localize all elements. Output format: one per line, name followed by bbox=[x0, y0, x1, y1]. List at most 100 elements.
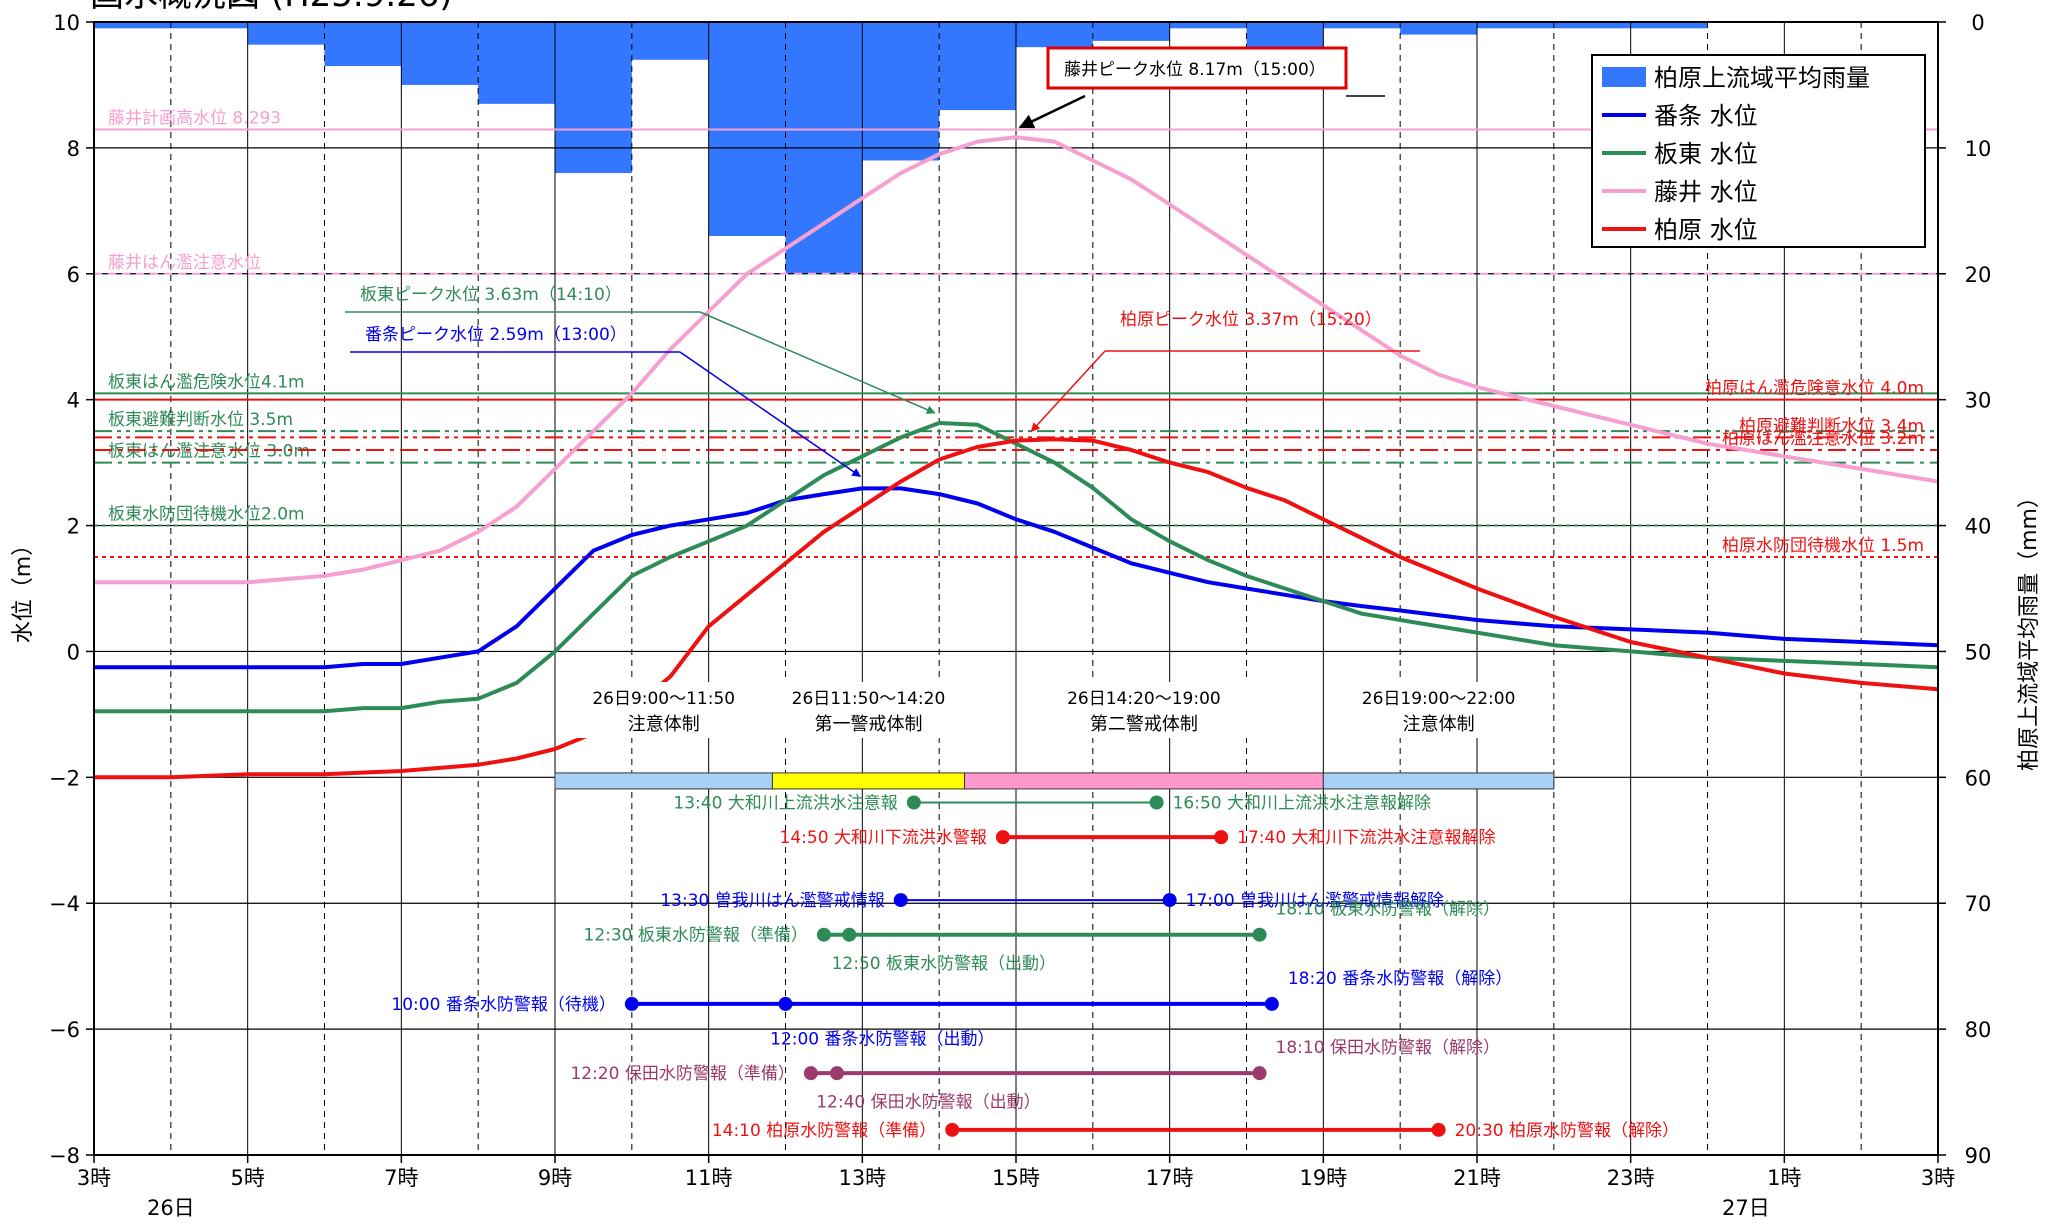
x-tick-label: 9時 bbox=[538, 1166, 572, 1190]
warning-end-label: 17:00 曽我川はん濫警戒情報解除 bbox=[1186, 891, 1444, 911]
peak-box bbox=[1046, 46, 1348, 90]
rainfall-bar bbox=[939, 22, 1016, 111]
legend-box bbox=[1591, 54, 1926, 248]
x-tick-label: 23時 bbox=[1607, 1166, 1655, 1190]
phase-bar bbox=[964, 772, 1324, 790]
y-right-tick-label: 50 bbox=[1965, 640, 1992, 664]
reference-line-label: 板東水防団待機水位2.0m bbox=[108, 505, 305, 525]
y-left-tick-label: 8 bbox=[67, 137, 80, 161]
warning-point bbox=[816, 927, 831, 942]
reference-line-label: 藤井はん濫注意水位 bbox=[108, 253, 261, 273]
warning-timelines: 13:40 大和川上流洪水注意報 16:50 大和川上流洪水注意報解除 14:50 … bbox=[391, 794, 1679, 1141]
y-right-tick-label: 10 bbox=[1965, 137, 1992, 161]
legend-label: 柏原 水位 bbox=[1654, 216, 1758, 244]
x-tick-label: 3時 bbox=[77, 1166, 111, 1190]
y-left-tick-label: 2 bbox=[67, 515, 80, 539]
warning-point bbox=[906, 795, 921, 810]
phase-time: 26日14:20〜19:00 bbox=[1067, 689, 1221, 709]
warning-point bbox=[829, 1066, 844, 1081]
legend-label: 柏原上流域平均雨量 bbox=[1654, 64, 1870, 92]
rainfall-bar bbox=[1016, 22, 1093, 48]
x-tick-label: 7時 bbox=[384, 1166, 418, 1190]
phase-bar bbox=[771, 772, 966, 790]
warning-point bbox=[945, 1122, 960, 1137]
reference-line-label: 板東はん濫危険水位4.1m bbox=[108, 372, 305, 392]
peak-arrow bbox=[679, 351, 862, 478]
phase-time: 26日19:00〜22:00 bbox=[1362, 689, 1516, 709]
warning-point bbox=[1149, 795, 1164, 810]
warning-extra-label: 12:50 板東水防警報（出動） bbox=[832, 954, 1056, 974]
phase-label-bg bbox=[1333, 682, 1544, 738]
warning-start-label: 12:20 保田水防警報（準備） bbox=[570, 1064, 794, 1084]
warning-point bbox=[778, 996, 793, 1011]
series-line-3 bbox=[94, 437, 1939, 780]
warning-end-label: 18:10 保田水防警報（解除） bbox=[1276, 1038, 1500, 1058]
peak-label: 柏原ピーク水位 3.37m（15:20） bbox=[1120, 310, 1382, 330]
warning-end-label: 18:20 番条水防警報（解除） bbox=[1288, 969, 1512, 989]
phase-name: 注意体制 bbox=[628, 714, 700, 735]
reference-line-label: 藤井計画高水位 8.293 bbox=[108, 108, 281, 128]
x-tick-label: 13時 bbox=[838, 1166, 886, 1190]
legend-label: 番条 水位 bbox=[1654, 102, 1758, 130]
phase-name: 第一警戒体制 bbox=[814, 714, 922, 735]
y-left-tick-label: 10 bbox=[53, 11, 80, 35]
y-left-tick-label: 6 bbox=[67, 263, 80, 287]
phase-label-bg bbox=[763, 682, 974, 738]
x-tick-label: 19時 bbox=[1299, 1166, 1347, 1190]
legend-label: 藤井 水位 bbox=[1654, 178, 1758, 206]
series-line-0 bbox=[94, 486, 1939, 670]
y-left-tick-label: 4 bbox=[67, 389, 80, 413]
warning-point bbox=[1252, 1066, 1267, 1081]
rainfall-bar bbox=[94, 22, 171, 29]
reference-line-label: 柏原はん濫危険意水位 4.0m bbox=[1705, 379, 1924, 399]
reference-line-label: 板東はん濫注意水位 3.0m bbox=[108, 442, 310, 462]
peak-arrow bbox=[699, 311, 936, 414]
warning-start-label: 13:40 大和川上流洪水注意報 bbox=[673, 794, 897, 814]
y-right-tick-label: 40 bbox=[1965, 515, 1992, 539]
series-line-1 bbox=[94, 421, 1939, 714]
phase-bar bbox=[554, 772, 773, 790]
peak-arrow bbox=[1030, 350, 1106, 432]
chart-title-fragment: 国水概況図 (H25.9.26) bbox=[90, 0, 453, 15]
x-tick-label: 17時 bbox=[1146, 1166, 1194, 1190]
reference-line-label: 柏原避難判断水位 3.4m bbox=[1739, 416, 1924, 436]
peak-label: 板東ピーク水位 3.63m（14:10） bbox=[360, 285, 622, 305]
warning-end-label: 20:30 柏原水防警報（解除） bbox=[1455, 1121, 1679, 1141]
y-right-tick-label: 60 bbox=[1965, 766, 1992, 790]
warning-extra-label: 12:00 番条水防警報（出動） bbox=[770, 1030, 994, 1050]
rainfall-bar bbox=[170, 22, 248, 29]
warning-end-label: 17:40 大和川下流洪水注意報解除 bbox=[1237, 828, 1495, 848]
y-right-tick-label: 70 bbox=[1965, 892, 1992, 916]
x-tick-label: 15時 bbox=[992, 1166, 1040, 1190]
warning-start-label: 14:50 大和川下流洪水警報 bbox=[780, 828, 987, 848]
rainfall-bar bbox=[555, 22, 632, 174]
rainfall-bar bbox=[631, 22, 709, 60]
reference-line-label: 板東避難判断水位 3.5m bbox=[108, 410, 293, 430]
rainfall-bar bbox=[247, 22, 325, 45]
peak-annotations: 藤井ピーク水位 8.17m（15:00） 板東ピーク水位 3.63m（14:10）… bbox=[345, 46, 1420, 478]
date-label: 26日 bbox=[147, 1196, 195, 1220]
warning-start-label: 10:00 番条水防警報（待機） bbox=[391, 995, 615, 1015]
rainfall-bar bbox=[1477, 22, 1554, 29]
x-tick-label: 3時 bbox=[1921, 1166, 1955, 1190]
reference-line-label: 柏原水防団待機水位 1.5m bbox=[1722, 536, 1924, 556]
y-right-tick-label: 0 bbox=[1971, 11, 1984, 35]
y-right-tick-label: 80 bbox=[1965, 1018, 1992, 1042]
rainfall-bar bbox=[324, 22, 402, 67]
y-left-tick-label: −4 bbox=[49, 892, 80, 916]
rainfall-bar bbox=[1323, 22, 1401, 29]
warning-point bbox=[893, 893, 908, 908]
warning-point bbox=[1252, 927, 1267, 942]
warning-start-label: 13:30 曽我川はん濫警戒情報 bbox=[660, 891, 884, 911]
peak-label: 藤井ピーク水位 8.17m（15:00） bbox=[1064, 60, 1326, 80]
warning-point bbox=[624, 996, 639, 1011]
peak-arrow bbox=[1018, 94, 1086, 129]
warning-point bbox=[1431, 1122, 1446, 1137]
y-right-tick-label: 30 bbox=[1965, 389, 1992, 413]
x-tick-label: 11時 bbox=[685, 1166, 733, 1190]
y-left-tick-label: −2 bbox=[49, 766, 80, 790]
warning-point bbox=[1214, 830, 1229, 845]
